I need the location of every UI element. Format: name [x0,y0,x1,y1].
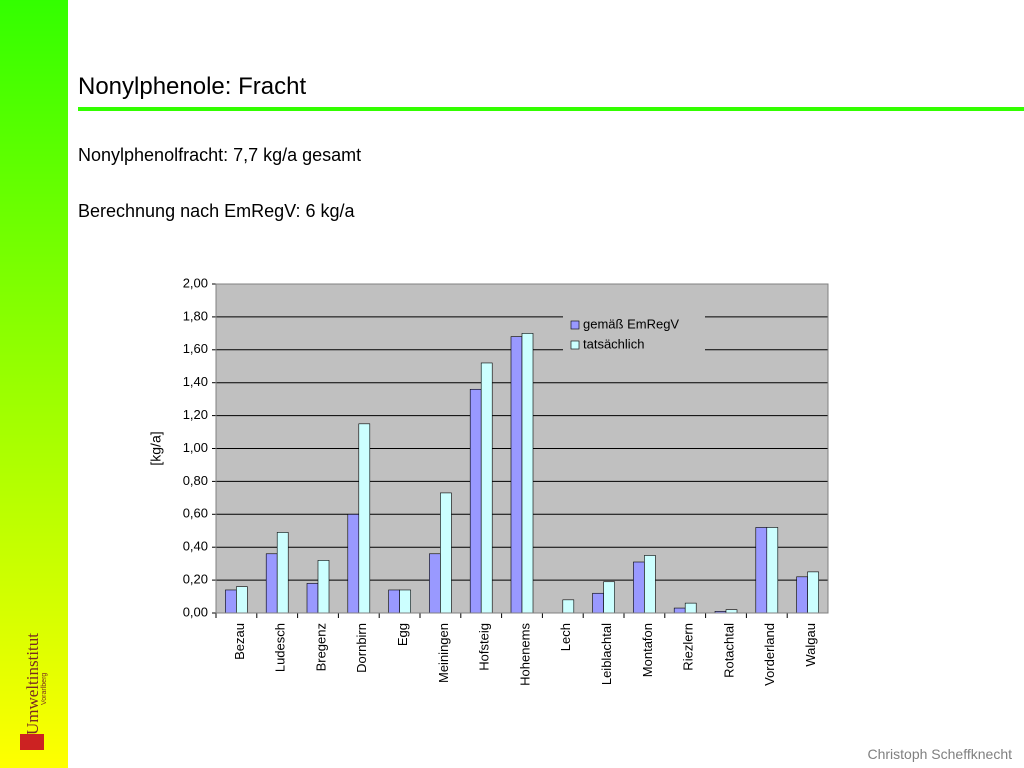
bar [755,527,768,614]
plot-border [215,283,829,614]
bar [562,599,575,614]
legend-label: gemäß EmRegV [583,316,679,331]
x-tick-label: Rotachtal [721,623,736,678]
bar [236,586,248,614]
x-tick-label: Meiningen [436,623,451,683]
bar [766,527,779,614]
title-rule [78,107,1024,111]
x-tick-label: Lech [558,623,573,651]
bar [673,607,686,614]
y-tick-label: 1,60 [183,341,208,356]
bar [469,388,482,614]
x-tick-label: Walgau [803,623,818,667]
bar [480,362,493,614]
x-tick-label: Riezlern [681,623,696,671]
x-tick-label: Dornbirn [354,623,369,673]
y-tick-label: 0,20 [183,572,208,587]
x-tick-label: Montafon [640,623,655,677]
logo: Umweltinstitut Vorarlberg [20,633,48,750]
y-tick-label: 1,00 [183,440,208,455]
bar [592,592,604,614]
bar [440,492,452,614]
bar [807,571,819,614]
x-tick-label: Egg [395,623,410,646]
bar [644,555,656,614]
logo-text: Umweltinstitut [23,633,42,735]
bar [521,333,534,614]
bar [388,589,400,614]
y-tick-label: 1,80 [183,308,208,323]
y-tick-label: 0,00 [183,604,208,619]
bar [684,602,697,614]
x-tick-label: Bezau [232,623,247,660]
bar [510,336,523,614]
footer: Christoph Scheffknecht [867,746,1013,762]
side-band [0,0,68,768]
bar [603,581,615,614]
x-tick-label: Bregenz [313,623,328,671]
bar [347,513,360,614]
x-tick-label: Leiblachtal [599,623,614,685]
bar [225,589,237,614]
logo-mark [20,734,44,750]
y-axis-label: [kg/a] [148,431,164,465]
y-tick-label: 1,40 [183,374,208,389]
legend-label: tatsächlich [583,336,644,351]
x-tick-label: Hohenems [517,623,532,686]
x-tick-label: Hofsteig [477,623,492,671]
bar [399,589,411,614]
x-tick-label: Ludesch [273,623,288,672]
logo-subtext: Vorarlberg [41,673,48,705]
bar [317,560,330,614]
bar [276,532,289,614]
y-tick-label: 0,60 [183,506,208,521]
y-tick-label: 1,20 [183,407,208,422]
legend-swatch [570,320,580,330]
y-tick-label: 2,00 [183,275,208,290]
bar [429,553,441,614]
y-tick-label: 0,80 [183,473,208,488]
y-tick-label: 0,40 [183,539,208,554]
legend-swatch [570,340,580,350]
text-line: Nonylphenolfracht: 7,7 kg/a gesamt [78,145,362,165]
x-tick-label: Vorderland [762,623,777,686]
bar [265,553,278,614]
bar [796,576,808,614]
bar [306,583,319,614]
legend [563,311,705,352]
bar [633,561,645,614]
slide-title: Nonylphenole: Fracht [78,73,307,100]
bar [358,423,371,614]
text-line: Berechnung nach EmRegV: 6 kg/a [78,201,355,221]
